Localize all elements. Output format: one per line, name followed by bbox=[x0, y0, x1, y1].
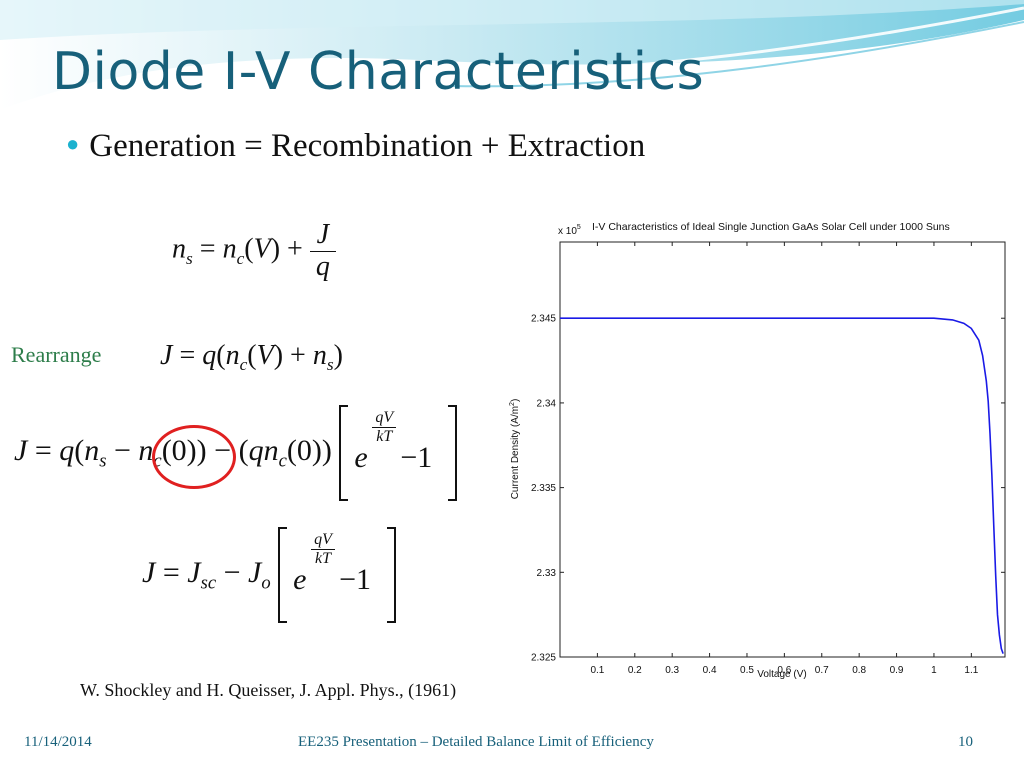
x-axis-label: Voltage (V) bbox=[757, 669, 806, 680]
equation-shockley: J = Jsc − Jo e qV kT −1 bbox=[142, 527, 397, 623]
bullet-point: ● Generation = Recombination + Extraction bbox=[66, 128, 645, 165]
bullet-dot-icon: ● bbox=[66, 131, 80, 156]
highlight-circle bbox=[152, 425, 236, 489]
series-layer bbox=[560, 317, 1004, 654]
y-tick-label: 2.325 bbox=[531, 653, 556, 664]
x-tick-label: 0.1 bbox=[590, 665, 604, 676]
x-axis-ticks: 0.1 0.2 0.3 0.4 0.5 0.6 0.7 0.8 0.9 1 1.1 bbox=[590, 242, 979, 676]
plot-frame bbox=[559, 241, 1006, 658]
iv-curve-line bbox=[560, 317, 1004, 654]
x-tick-label: 0.6 bbox=[777, 665, 791, 676]
footer-presentation-title: EE235 Presentation – Detailed Balance Li… bbox=[298, 734, 654, 750]
y-tick-label: 2.335 bbox=[531, 483, 556, 494]
y-axis-label: Current Density (A/m2) bbox=[509, 399, 521, 500]
rearrange-label: Rearrange bbox=[11, 342, 102, 367]
y-axis-ticks: 2.325 2.33 2.335 2.34 2.345 bbox=[531, 314, 1005, 664]
y-tick-label: 2.34 bbox=[537, 398, 557, 409]
iv-chart: x 105 I-V Characteristics of Ideal Singl… bbox=[509, 221, 1006, 680]
equation-rearranged: J = q(nc(V) + ns) bbox=[160, 340, 343, 375]
footer-page-number: 10 bbox=[958, 734, 973, 750]
footer-date: 11/14/2014 bbox=[24, 734, 92, 750]
x-tick-label: 0.7 bbox=[815, 665, 829, 676]
x-tick-label: 0.2 bbox=[628, 665, 642, 676]
x-tick-label: 1 bbox=[931, 665, 937, 676]
x-tick-label: 1.1 bbox=[964, 665, 978, 676]
x-tick-label: 0.3 bbox=[665, 665, 679, 676]
citation: W. Shockley and H. Queisser, J. Appl. Ph… bbox=[80, 680, 457, 700]
x-tick-label: 0.8 bbox=[852, 665, 866, 676]
bullet-text: Generation = Recombination + Extraction bbox=[89, 128, 646, 164]
header-wave-decoration bbox=[0, 0, 1024, 110]
x-tick-label: 0.9 bbox=[890, 665, 904, 676]
x-tick-label: 0.5 bbox=[740, 665, 754, 676]
y-tick-label: 2.345 bbox=[531, 314, 556, 325]
y-tick-label: 2.33 bbox=[537, 568, 557, 579]
chart-title: I-V Characteristics of Ideal Single Junc… bbox=[592, 221, 950, 233]
chart-exponent-label: x 105 bbox=[558, 224, 581, 237]
slide-title: Diode I-V Characteristics bbox=[52, 42, 705, 102]
x-tick-label: 0.4 bbox=[703, 665, 717, 676]
